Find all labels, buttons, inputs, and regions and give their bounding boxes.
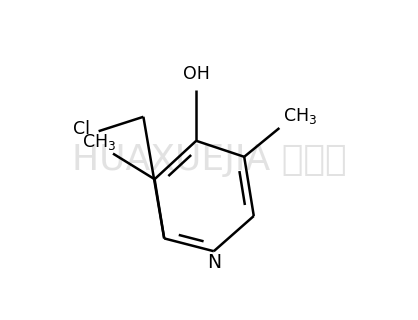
Text: HUAXUEJIA 化学加: HUAXUEJIA 化学加 (72, 143, 346, 177)
Text: CH$_3$: CH$_3$ (82, 132, 116, 152)
Text: Cl: Cl (72, 120, 89, 138)
Text: OH: OH (183, 65, 210, 83)
Text: CH$_3$: CH$_3$ (283, 106, 317, 126)
Text: N: N (207, 253, 221, 272)
